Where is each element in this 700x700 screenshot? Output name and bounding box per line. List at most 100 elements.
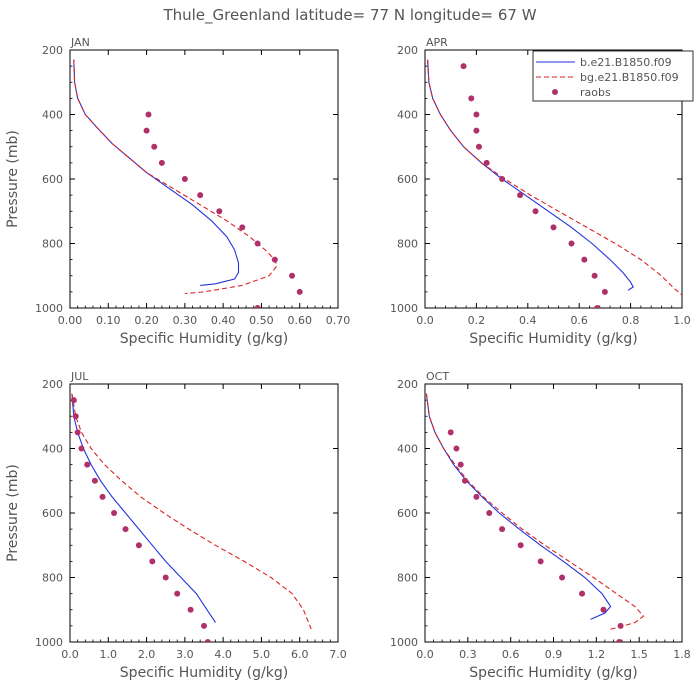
raobs-point: [600, 606, 607, 613]
b-series-line: [425, 393, 612, 620]
x-tick-label: 1.2: [588, 648, 606, 661]
raobs-point: [483, 159, 490, 166]
raobs-point: [84, 461, 91, 468]
y-tick-label: 400: [397, 443, 418, 456]
raobs-point: [99, 493, 106, 500]
x-tick-label: 7.0: [329, 648, 347, 661]
y-axis-title: Pressure (mb): [5, 130, 21, 228]
raobs-point: [617, 622, 624, 629]
y-tick-label: 600: [397, 507, 418, 520]
y-tick-label: 600: [42, 173, 63, 186]
raobs-point: [145, 111, 152, 118]
raobs-point: [559, 574, 566, 581]
y-tick-label: 400: [397, 109, 418, 122]
legend-marker: [552, 89, 558, 95]
bg-series-line: [427, 59, 682, 296]
y-tick-label: 1000: [390, 302, 418, 315]
raobs-point: [579, 590, 586, 597]
raobs-point: [135, 542, 142, 549]
y-tick-label: 800: [42, 238, 63, 251]
x-tick-label: 0.60: [287, 314, 312, 327]
raobs-point: [158, 159, 165, 166]
raobs-point: [181, 176, 188, 182]
x-tick-label: 0.30: [173, 314, 198, 327]
panel-label: JUL: [70, 370, 89, 383]
legend-label: bg.e21.B1850.f09: [580, 71, 679, 84]
raobs-point: [453, 445, 460, 452]
raobs-point: [475, 143, 482, 150]
x-axis-title: Specific Humidity (g/kg): [120, 331, 288, 347]
raobs-point: [447, 429, 454, 436]
x-tick-label: 1.8: [673, 648, 691, 661]
panel-label: OCT: [426, 370, 449, 383]
raobs-point: [486, 510, 493, 516]
x-axis-title: Specific Humidity (g/kg): [469, 331, 637, 347]
x-tick-label: 0.50: [249, 314, 274, 327]
b-series-line: [71, 393, 216, 623]
raobs-point: [568, 240, 575, 247]
raobs-point: [91, 477, 98, 484]
plot-frame: [424, 383, 683, 643]
raobs-point: [143, 127, 150, 134]
raobs-point: [591, 272, 598, 279]
raobs-point: [72, 413, 79, 420]
x-tick-label: 0.6: [502, 648, 520, 661]
raobs-point: [204, 639, 211, 642]
x-axis-title: Specific Humidity (g/kg): [469, 665, 637, 681]
raobs-point: [532, 208, 539, 215]
x-tick-label: 6.0: [291, 648, 309, 661]
raobs-point: [517, 542, 524, 549]
figure-title: Thule_Greenland latitude= 77 N longitude…: [162, 6, 536, 25]
plot-frame: [69, 49, 339, 309]
bg-series-line: [425, 393, 645, 630]
raobs-point: [499, 176, 506, 182]
raobs-point: [499, 526, 506, 533]
x-tick-label: 0.70: [326, 314, 351, 327]
raobs-point: [594, 305, 601, 308]
x-tick-label: 1.0: [100, 648, 118, 661]
raobs-point: [162, 574, 169, 581]
panel-oct: OCT 0.0 0.3 0.6 0.9 1.2 1.5 1.8 200 400 600 800 1000…: [390, 370, 691, 681]
raobs-point: [78, 445, 85, 452]
x-tick-label: 0.6: [570, 314, 588, 327]
raobs-point: [239, 224, 246, 231]
raobs-point: [187, 606, 194, 613]
raobs-point: [473, 111, 480, 118]
raobs-point: [473, 493, 480, 500]
x-tick-label: 0.20: [134, 314, 159, 327]
x-axis-title: Specific Humidity (g/kg): [120, 665, 288, 681]
y-tick-label: 400: [42, 109, 63, 122]
raobs-point: [254, 305, 261, 308]
panel-jul: JUL 0.0 1.0 2.0 3.0 4.0 5.0 6.0 7.0 200 400 600 800 1…: [5, 370, 347, 681]
raobs-point: [70, 397, 77, 404]
y-tick-label: 800: [397, 572, 418, 585]
raobs-point: [550, 224, 557, 231]
raobs-point: [149, 558, 156, 565]
legend-label: b.e21.B1850.f09: [580, 56, 672, 69]
x-tick-label: 0.8: [622, 314, 640, 327]
raobs-point: [197, 192, 204, 199]
raobs-point: [616, 639, 623, 642]
y-tick-label: 200: [42, 378, 63, 391]
y-tick-label: 200: [397, 378, 418, 391]
raobs-point: [296, 288, 303, 295]
y-tick-label: 800: [397, 238, 418, 251]
b-series-line: [73, 59, 240, 286]
x-tick-label: 4.0: [214, 648, 232, 661]
legend-box: [532, 50, 694, 102]
y-tick-label: 1000: [35, 302, 63, 315]
x-tick-label: 0.3: [459, 648, 477, 661]
raobs-point: [216, 208, 223, 215]
raobs-point: [122, 526, 129, 533]
x-tick-label: 0.10: [96, 314, 121, 327]
raobs-point: [517, 192, 524, 199]
bg-series-line: [73, 59, 278, 295]
y-tick-label: 200: [42, 44, 63, 57]
y-tick-label: 600: [397, 173, 418, 186]
panel-label: JAN: [70, 36, 90, 49]
legend: b.e21.B1850.f09 bg.e21.B1850.f09 raobs: [532, 50, 694, 102]
raobs-point: [201, 622, 207, 629]
plot-frame: [69, 383, 339, 643]
x-tick-label: 0.4: [519, 314, 537, 327]
